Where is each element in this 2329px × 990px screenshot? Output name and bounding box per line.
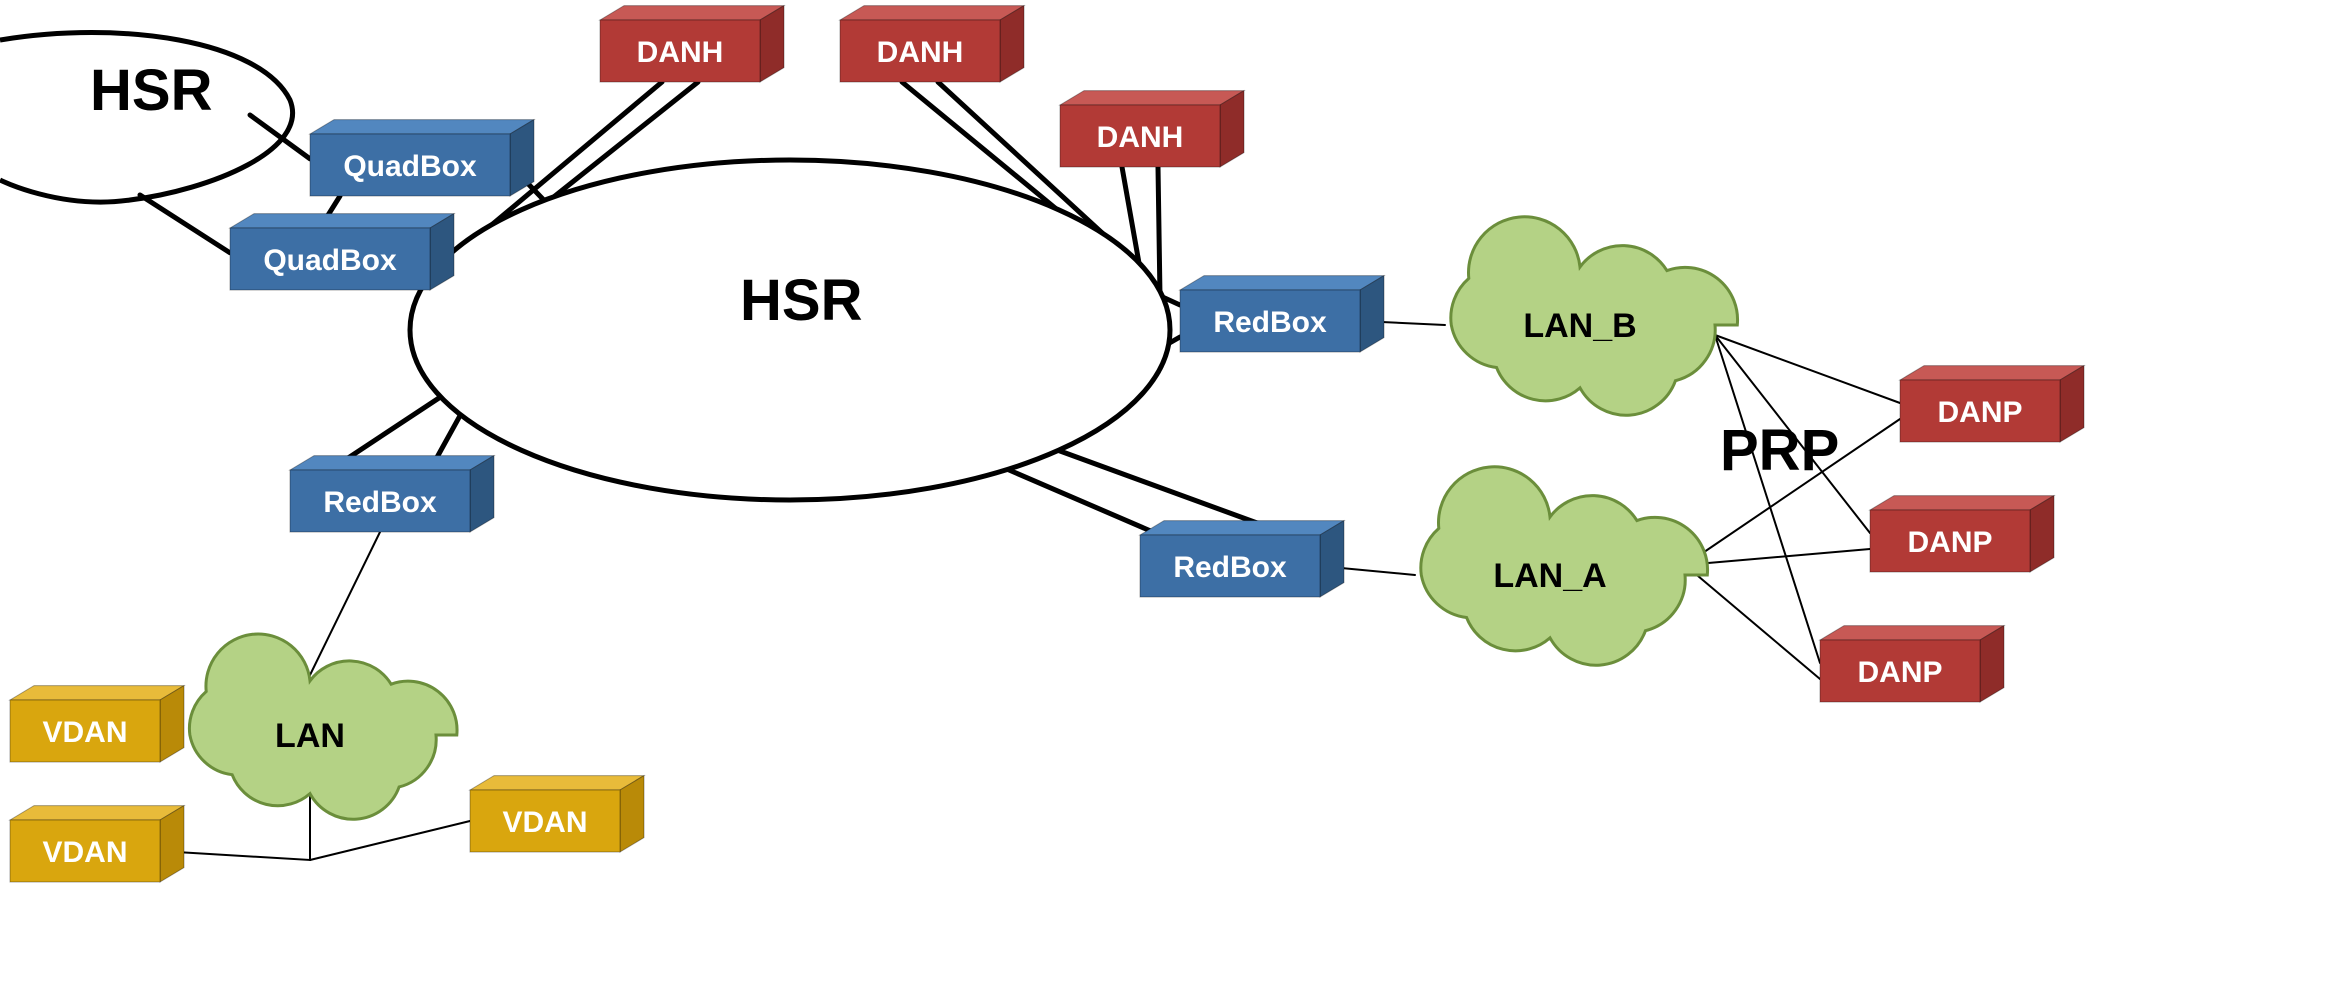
cloud-lan_a: LAN_A	[1421, 467, 1708, 665]
label-prp: PRP	[1720, 418, 1839, 483]
label-hsr_small: HSR	[90, 58, 212, 123]
cloud-label-lan_a: LAN_A	[1493, 557, 1606, 595]
box-vdan3: VDAN	[470, 776, 644, 852]
cloud-lan: LAN	[189, 634, 457, 819]
box-label-redbox_l: RedBox	[323, 486, 437, 519]
cloud-label-lan_b: LAN_B	[1523, 307, 1636, 345]
box-label-danp2: DANP	[1907, 526, 1992, 559]
box-redbox_br: RedBox	[1140, 521, 1344, 597]
box-danp1: DANP	[1900, 366, 2084, 442]
box-vdan1: VDAN	[10, 686, 184, 762]
box-label-redbox_br: RedBox	[1173, 551, 1287, 584]
box-quadbox1: QuadBox	[310, 120, 534, 196]
layer-main: LAN LAN_B LAN_A QuadBox QuadBox DANH DANH DANH R…	[0, 6, 2084, 882]
cloud-label-lan: LAN	[275, 717, 345, 755]
cloud-lan_b: LAN_B	[1451, 217, 1738, 415]
box-vdan2: VDAN	[10, 806, 184, 882]
box-redbox_l: RedBox	[290, 456, 494, 532]
label-hsr_big: HSR	[740, 268, 862, 333]
box-label-danp1: DANP	[1937, 396, 2022, 429]
box-danh3: DANH	[1060, 91, 1244, 167]
box-label-danh1: DANH	[637, 36, 724, 69]
box-danh1: DANH	[600, 6, 784, 82]
box-label-danh2: DANH	[877, 36, 964, 69]
box-redbox_tr: RedBox	[1180, 276, 1384, 352]
box-label-quadbox2: QuadBox	[263, 244, 397, 277]
box-label-vdan2: VDAN	[42, 836, 127, 869]
box-label-danh3: DANH	[1097, 121, 1184, 154]
box-danp2: DANP	[1870, 496, 2054, 572]
box-quadbox2: QuadBox	[230, 214, 454, 290]
box-danp3: DANP	[1820, 626, 2004, 702]
box-danh2: DANH	[840, 6, 1024, 82]
box-label-redbox_tr: RedBox	[1213, 306, 1327, 339]
box-label-quadbox1: QuadBox	[343, 150, 477, 183]
box-label-danp3: DANP	[1857, 656, 1942, 689]
box-label-vdan3: VDAN	[502, 806, 587, 839]
box-label-vdan1: VDAN	[42, 716, 127, 749]
